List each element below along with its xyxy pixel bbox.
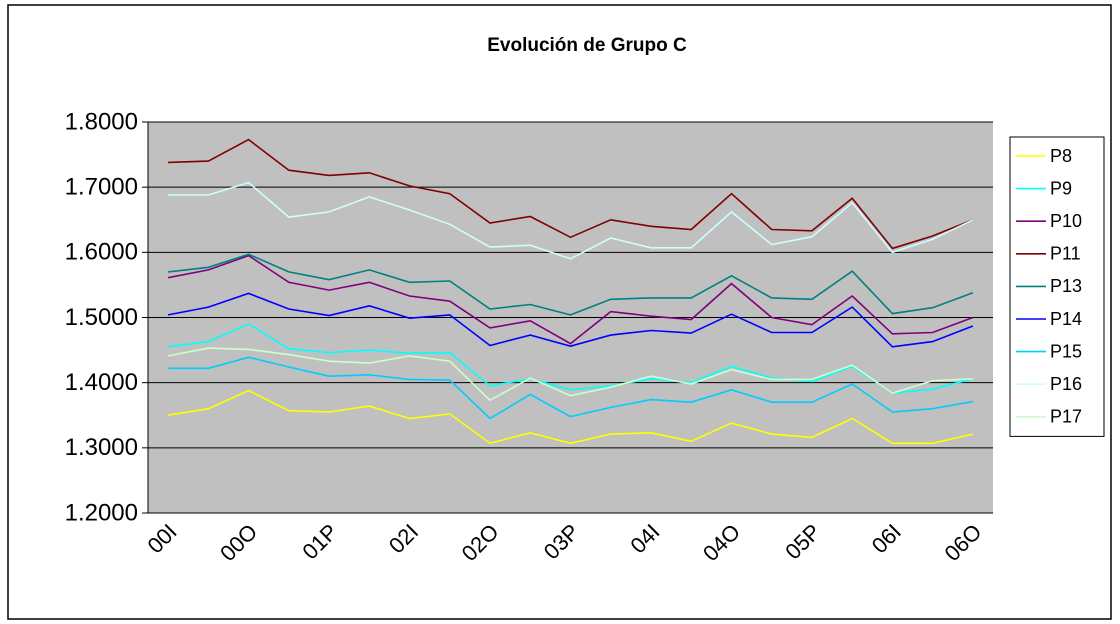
series-line <box>168 356 974 420</box>
series-line <box>167 292 974 348</box>
series-line <box>167 389 974 445</box>
y-tick-label: 1.8000 <box>65 108 138 135</box>
y-tick-label: 1.2000 <box>65 499 138 526</box>
series-line <box>167 323 974 394</box>
series-line <box>167 347 973 402</box>
chart-title: Evolución de Grupo C <box>487 35 687 56</box>
y-tick-label: 1.5000 <box>65 304 138 331</box>
legend-label: P11 <box>1050 244 1081 264</box>
y-tick-label: 1.4000 <box>65 369 138 396</box>
series-line <box>167 254 974 345</box>
y-tick-label: 1.6000 <box>65 239 138 266</box>
legend-label: P15 <box>1050 341 1082 361</box>
legend-label: P8 <box>1050 146 1072 166</box>
series-line <box>168 138 974 250</box>
y-tick-label: 1.7000 <box>65 174 138 201</box>
legend-label: P14 <box>1050 309 1082 329</box>
series-line <box>168 253 974 316</box>
legend-label: P17 <box>1050 407 1082 427</box>
y-tick-label: 1.3000 <box>65 434 138 461</box>
legend-label: P16 <box>1050 374 1082 394</box>
series-line <box>168 181 974 260</box>
legend-label: P13 <box>1050 276 1082 296</box>
legend-label: P9 <box>1050 178 1072 198</box>
legend-label: P10 <box>1050 211 1082 231</box>
